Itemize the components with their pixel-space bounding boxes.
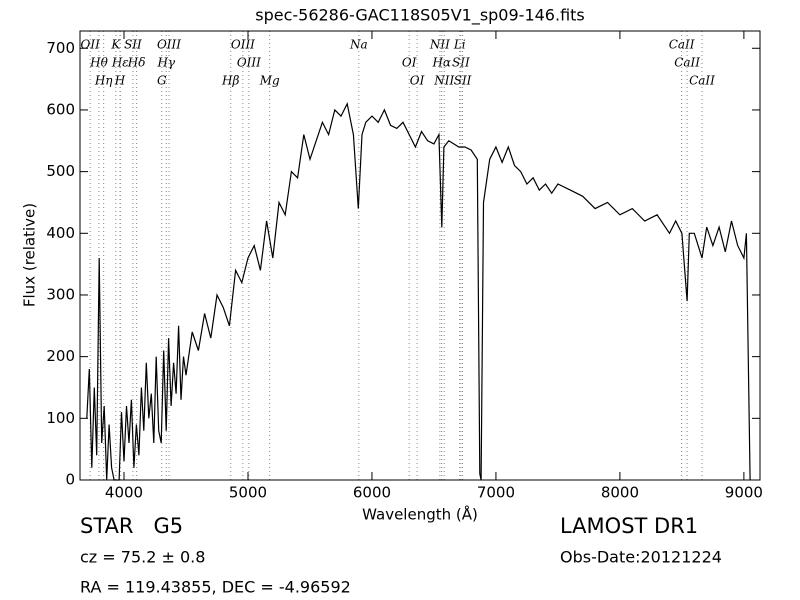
spectral-line-label: Hγ bbox=[156, 56, 175, 70]
obs-date: Obs-Date:20121224 bbox=[560, 548, 722, 567]
spectral-line-label: Hβ bbox=[221, 74, 239, 88]
chart-title: spec-56286-GAC118S05V1_sp09-146.fits bbox=[255, 6, 585, 26]
y-tick-label: 600 bbox=[46, 100, 75, 118]
spectral-line-label: OI bbox=[410, 74, 425, 88]
spectral-line-label: Mg bbox=[259, 74, 280, 88]
spectral-line-label: K bbox=[110, 38, 121, 52]
spectral-line-label: NII bbox=[429, 38, 450, 52]
y-tick-label: 0 bbox=[65, 471, 75, 489]
y-tick-label: 100 bbox=[46, 409, 75, 427]
x-tick-label: 7000 bbox=[477, 484, 515, 502]
spectral-line-label: H bbox=[114, 74, 126, 88]
spectral-line-label: OI bbox=[402, 56, 417, 70]
coordinates: RA = 119.43855, DEC = -4.96592 bbox=[80, 578, 351, 597]
spectral-line-label: Hη bbox=[94, 74, 113, 88]
y-tick-label: 400 bbox=[46, 224, 75, 242]
y-axis-label: Flux (relative) bbox=[21, 203, 39, 307]
spectral-line-label: SII bbox=[452, 56, 470, 70]
redshift: cz = 75.2 ± 0.8 bbox=[80, 548, 205, 567]
spectral-line-label: Li bbox=[453, 38, 466, 52]
spectral-line-label: OIII bbox=[231, 38, 255, 52]
y-tick-label: 300 bbox=[46, 285, 75, 303]
survey: LAMOST DR1 bbox=[560, 514, 698, 538]
y-tick-label: 200 bbox=[46, 347, 75, 365]
spectral-line-label: NII bbox=[433, 74, 454, 88]
y-tick-label: 700 bbox=[46, 39, 75, 57]
spectral-line-label: Na bbox=[349, 38, 368, 52]
spectral-line-label: Hδ bbox=[127, 56, 146, 70]
x-tick-label: 9000 bbox=[725, 484, 763, 502]
x-tick-label: 5000 bbox=[229, 484, 267, 502]
x-tick-label: 8000 bbox=[601, 484, 639, 502]
x-tick-label: 4000 bbox=[105, 484, 143, 502]
spectral-line-label: Hθ bbox=[89, 56, 108, 70]
object-class: STAR G5 bbox=[80, 514, 183, 538]
spectral-line-label: SII bbox=[124, 38, 142, 52]
spectral-line-label: Hα bbox=[431, 56, 451, 70]
x-axis-label: Wavelength (Å) bbox=[362, 505, 478, 524]
spectral-line-label: CaII bbox=[669, 38, 695, 52]
spectral-line-label: OIII bbox=[237, 56, 261, 70]
spectral-line-label: OII bbox=[81, 38, 101, 52]
y-tick-label: 500 bbox=[46, 162, 75, 180]
spectrum-line bbox=[86, 101, 751, 481]
spectral-line-label: CaII bbox=[689, 74, 715, 88]
spectral-line-label: OIII bbox=[157, 38, 181, 52]
x-tick-label: 6000 bbox=[353, 484, 391, 502]
spectral-line-label: CaII bbox=[674, 56, 700, 70]
spectral-line-label: G bbox=[157, 74, 167, 88]
spectral-line-label: Hε bbox=[111, 56, 129, 70]
spectral-line-label: SII bbox=[454, 74, 472, 88]
plot-frame bbox=[79, 30, 761, 481]
